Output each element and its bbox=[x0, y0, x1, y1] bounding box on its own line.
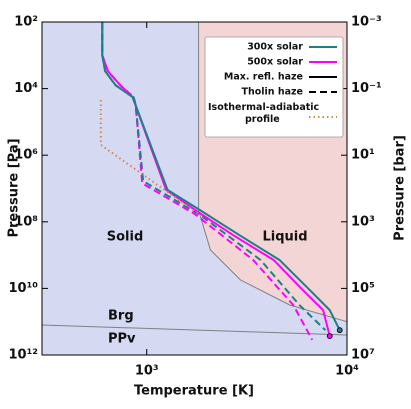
legend-box bbox=[204, 36, 344, 138]
y2-axis-label: Pressure [bar] bbox=[393, 135, 408, 241]
y2-tick-label: 10¹ bbox=[351, 148, 375, 163]
x-axis-label: Temperature [K] bbox=[134, 384, 254, 399]
y2-tick-label: 10⁷ bbox=[351, 348, 375, 363]
profile-line bbox=[101, 22, 331, 337]
phase-label: Brg bbox=[108, 309, 134, 324]
y-tick-label: 10⁸ bbox=[14, 214, 38, 229]
y-tick-label: 10¹² bbox=[9, 348, 38, 363]
phase-boundary bbox=[41, 324, 348, 336]
legend-label: Tholin haze bbox=[242, 87, 304, 98]
y2-tick-label: 10⁵ bbox=[351, 281, 375, 296]
plot-frame bbox=[41, 21, 348, 356]
plot-area: Solid Liquid Brg PPv 10³ 10⁴ 10² 10⁴ 10⁶ 10⁸ 10¹⁰ 1… bbox=[9, 15, 382, 379]
y2-tick-label: 10³ bbox=[351, 214, 375, 229]
end-marker bbox=[326, 333, 333, 339]
y-tick-label: 10² bbox=[14, 15, 38, 30]
y2-tick-label: 10⁻¹ bbox=[351, 81, 382, 96]
y2-tick-label: 10⁻³ bbox=[351, 15, 382, 30]
y-tick-label: 10⁴ bbox=[14, 81, 38, 96]
region-label: Liquid bbox=[262, 230, 307, 245]
x-tick-label: 10³ bbox=[135, 364, 159, 379]
melting-curve bbox=[198, 22, 348, 323]
y-axis-label: Pressure [Pa] bbox=[7, 138, 22, 237]
y-tick-label: 10¹⁰ bbox=[9, 281, 39, 296]
phase-label: PPv bbox=[108, 332, 136, 347]
x-tick-label: 10⁴ bbox=[335, 364, 359, 379]
legend-label: 500x solar bbox=[247, 57, 303, 68]
region-label: Solid bbox=[107, 230, 144, 245]
y-tick-label: 10⁶ bbox=[14, 148, 38, 163]
legend-label: Isothermal-adiabatic profile bbox=[208, 102, 319, 125]
legend-label: 300x solar bbox=[247, 42, 303, 53]
profile-line bbox=[101, 22, 341, 331]
end-marker bbox=[336, 327, 343, 334]
legend-label: Max. refl. haze bbox=[224, 72, 303, 83]
profile-line bbox=[99, 100, 201, 216]
